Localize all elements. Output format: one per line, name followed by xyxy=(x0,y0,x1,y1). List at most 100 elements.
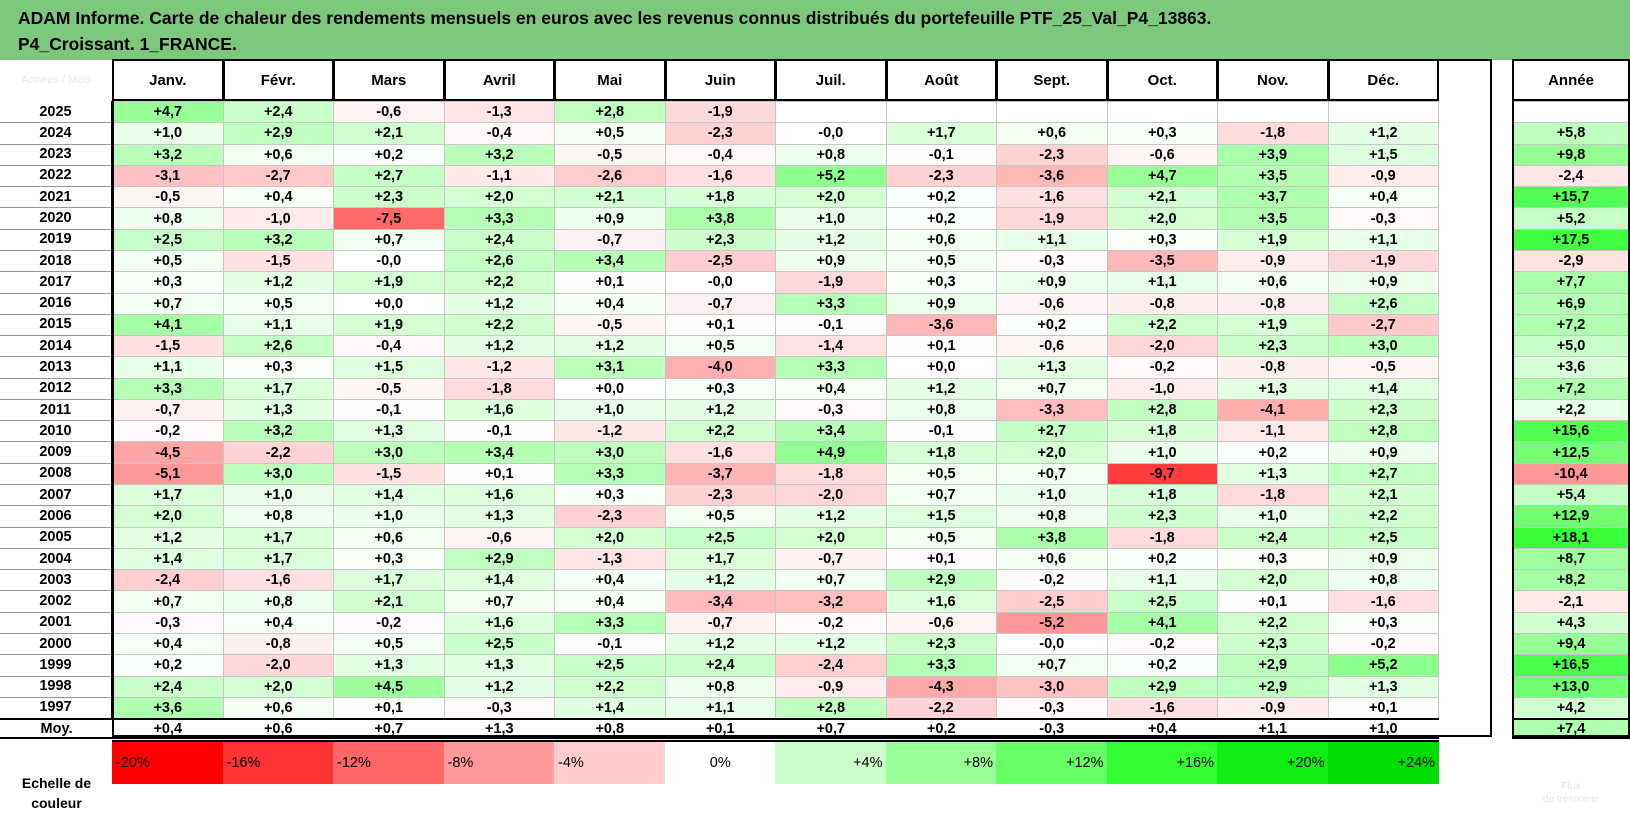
heatmap-cell: +3,9 xyxy=(1217,143,1329,166)
heatmap-cell: -3,6 xyxy=(996,164,1108,188)
heatmap-cell: +2,7 xyxy=(996,420,1108,443)
heatmap-cell: +0,7 xyxy=(885,484,997,507)
heatmap-cell: +0,4 xyxy=(222,186,334,209)
heatmap-cell: -0,6 xyxy=(996,335,1108,358)
heatmap-cell: +3,2 xyxy=(443,143,555,166)
heatmap-cell: +2,7 xyxy=(333,164,445,188)
heatmap-cell: +0,2 xyxy=(885,186,997,209)
heatmap-cell: +1,0 xyxy=(775,207,887,230)
heatmap-cell: +3,3 xyxy=(112,377,224,400)
heatmap-cell xyxy=(1327,101,1439,124)
heatmap-cell: -0,2 xyxy=(112,420,224,443)
heatmap-cell: +2,4 xyxy=(443,228,555,251)
annual-cell: +2,2 xyxy=(1512,398,1630,422)
heatmap-cell: +2,8 xyxy=(1327,420,1439,443)
heatmap-cell: -1,6 xyxy=(996,186,1108,209)
heatmap-cell: -7,5 xyxy=(333,207,445,230)
annual-cell: +12,9 xyxy=(1512,505,1630,528)
heatmap-cell: +0,0 xyxy=(554,377,666,400)
color-scale-step: -4% xyxy=(554,740,666,784)
heatmap-cell: +2,6 xyxy=(1327,292,1439,315)
heatmap-cell: +4,1 xyxy=(1106,611,1218,634)
year-scale-legend: Flux de trésorerie xyxy=(1512,770,1630,815)
heatmap-cell: -0,6 xyxy=(1106,143,1218,166)
heatmap-cell: +1,0 xyxy=(112,122,224,145)
heatmap-cell: +0,7 xyxy=(775,569,887,592)
heatmap-cell: -2,0 xyxy=(1106,335,1218,358)
heatmap-cell: -0,5 xyxy=(333,377,445,400)
heatmap-cell: +3,8 xyxy=(996,526,1108,549)
heatmap-cell: +2,4 xyxy=(222,101,334,124)
heatmap-cell: +0,6 xyxy=(885,228,997,251)
heatmap-cell: -3,5 xyxy=(1106,249,1218,273)
heatmap-cell: +0,8 xyxy=(1327,569,1439,592)
color-scale-step: +8% xyxy=(885,740,997,784)
heatmap-cell: +2,9 xyxy=(1217,675,1329,698)
heatmap-cell: +0,1 xyxy=(885,547,997,571)
column-header: Janv. xyxy=(112,59,224,101)
average-cell: +0,7 xyxy=(775,718,887,740)
heatmap-cell: +1,0 xyxy=(996,484,1108,507)
annual-cell: -2,9 xyxy=(1512,249,1630,273)
heatmap-cell: +2,9 xyxy=(1217,654,1329,677)
heatmap-cell: -4,0 xyxy=(664,356,776,379)
column-header: Oct. xyxy=(1106,59,1218,101)
color-scale-label: Echelle de couleur xyxy=(21,774,92,811)
heatmap-cell: +1,5 xyxy=(333,356,445,379)
annual-cell: +4,2 xyxy=(1512,696,1630,720)
row-year-label: 2024 xyxy=(0,122,113,145)
heatmap-cell: -0,0 xyxy=(333,249,445,273)
heatmap-cell: +1,2 xyxy=(775,228,887,251)
title-line-1: ADAM Informe. Carte de chaleur des rende… xyxy=(18,8,1212,28)
annual-cell: +5,8 xyxy=(1512,122,1630,145)
heatmap-cell: +1,3 xyxy=(443,654,555,677)
heatmap-cell: +1,3 xyxy=(996,356,1108,379)
heatmap-cell: +3,0 xyxy=(554,441,666,464)
color-scale-step: +20% xyxy=(1217,740,1329,784)
heatmap-cell: +0,3 xyxy=(112,271,224,294)
heatmap-cell: +3,4 xyxy=(443,441,555,464)
row-year-label: 2005 xyxy=(0,526,113,549)
corner-label: Années / Mois xyxy=(21,74,92,86)
heatmap-cell: -3,2 xyxy=(775,590,887,613)
heatmap-cell: -1,3 xyxy=(554,547,666,571)
heatmap-cell: -0,7 xyxy=(775,547,887,571)
heatmap-cell: -0,8 xyxy=(1217,292,1329,315)
row-year-label: 2012 xyxy=(0,377,113,400)
heatmap-cell: +3,5 xyxy=(1217,207,1329,230)
heatmap-cell: +0,3 xyxy=(885,271,997,294)
heatmap-cell: +0,5 xyxy=(885,249,997,273)
heatmap-cell: +2,1 xyxy=(1327,484,1439,507)
heatmap-cell: +2,1 xyxy=(333,590,445,613)
heatmap-cell: +1,0 xyxy=(554,398,666,422)
heatmap-cell: -0,1 xyxy=(885,143,997,166)
heatmap-cell: +0,8 xyxy=(664,675,776,698)
heatmap-cell: +1,1 xyxy=(996,228,1108,251)
heatmap-cell: -0,2 xyxy=(333,611,445,634)
heatmap-cell: -0,5 xyxy=(112,186,224,209)
heatmap-cell: +0,1 xyxy=(1217,590,1329,613)
heatmap-cell: -0,3 xyxy=(112,611,224,634)
heatmap-cell: +0,6 xyxy=(996,122,1108,145)
heatmap-cell: -1,9 xyxy=(1327,249,1439,273)
row-year-label: 2003 xyxy=(0,569,113,592)
heatmap-cell: -2,5 xyxy=(664,249,776,273)
column-header: Déc. xyxy=(1327,59,1439,101)
heatmap-cell: +2,4 xyxy=(112,675,224,698)
row-year-label: 1998 xyxy=(0,675,113,698)
heatmap-cell: +1,6 xyxy=(443,484,555,507)
annual-cell: +3,6 xyxy=(1512,356,1630,379)
heatmap-cell: -2,5 xyxy=(996,590,1108,613)
column-header: Mai xyxy=(554,59,666,101)
average-annual-cell: +7,4 xyxy=(1512,718,1630,740)
heatmap-cell: +0,2 xyxy=(885,207,997,230)
heatmap-cell: +1,1 xyxy=(1327,228,1439,251)
heatmap-cell: +1,0 xyxy=(1106,441,1218,464)
average-cell: +1,3 xyxy=(443,718,555,740)
heatmap-cell: +2,8 xyxy=(554,101,666,124)
average-row-label: Moy. xyxy=(0,718,113,740)
heatmap-cell: +2,2 xyxy=(1106,313,1218,337)
row-year-label: 2011 xyxy=(0,398,113,422)
heatmap-cell: -0,8 xyxy=(222,633,334,656)
heatmap-cell: +2,3 xyxy=(1106,505,1218,528)
